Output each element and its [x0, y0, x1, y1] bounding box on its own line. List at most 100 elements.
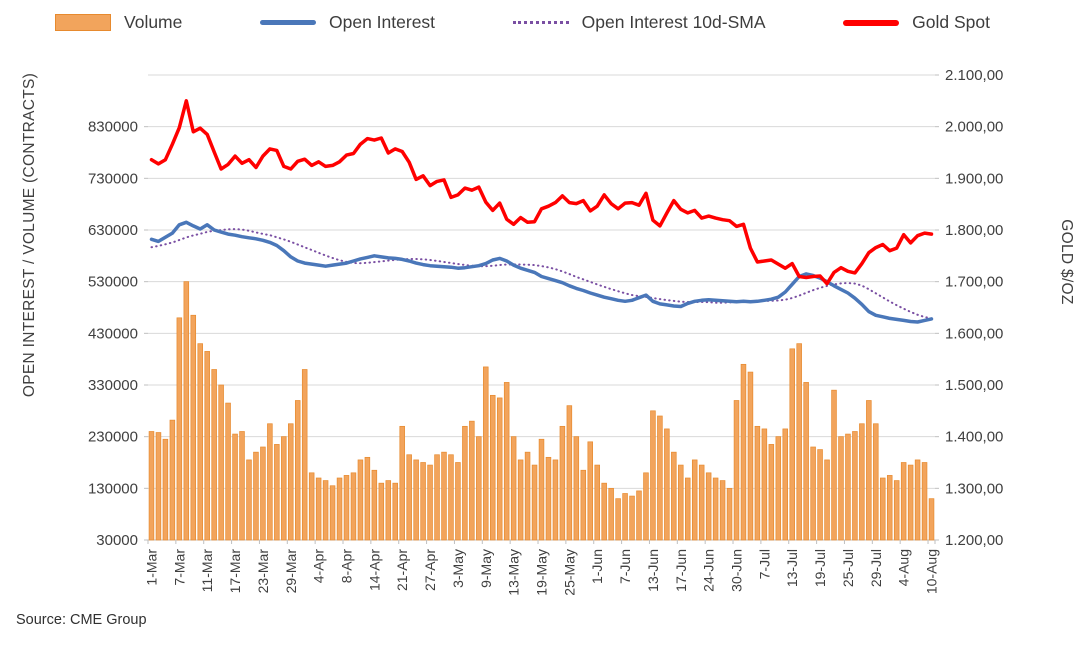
gold-spot-legend-swatch [843, 19, 900, 26]
volume-bar [852, 431, 858, 541]
volume-bar [886, 475, 893, 541]
volume-bar [921, 462, 928, 541]
volume-bar [880, 477, 886, 541]
right-axis-tick-label: 1.200,00 [945, 532, 1003, 549]
volume-bar [420, 462, 426, 541]
left-axis-tick-label: 130000 [88, 480, 138, 497]
volume-bar [496, 397, 503, 541]
volume-bar [719, 480, 726, 541]
volume-bar [782, 428, 789, 541]
x-axis-tick-label: 13-May [506, 549, 522, 596]
volume-bar [768, 444, 775, 541]
legend-item-gold-spot: Gold Spot [843, 12, 990, 33]
volume-bar [866, 400, 872, 541]
volume-bar [629, 495, 635, 541]
volume-bar [490, 394, 496, 541]
volume-bar [399, 425, 405, 541]
volume-bar [204, 351, 210, 541]
volume-bar [392, 482, 398, 541]
volume-bar [211, 369, 217, 541]
right-axis-tick-label: 2.000,00 [945, 119, 1003, 136]
x-axis-tick-label: 29-Mar [283, 549, 299, 594]
volume-bar [441, 451, 447, 541]
volume-bar [260, 446, 266, 541]
x-axis-tick-label: 30-Jun [729, 549, 745, 592]
x-axis-tick-label: 10-Aug [924, 549, 940, 594]
volume-legend-swatch [55, 14, 111, 31]
volume-bar [329, 485, 336, 541]
legend-label-volume: Volume [124, 12, 183, 32]
x-axis-tick-label: 19-May [534, 549, 550, 596]
volume-bar [928, 498, 935, 541]
volume-bar [371, 469, 378, 541]
chart-legend: Volume Open Interest Open Interest 10d-S… [55, 12, 990, 33]
volume-bar [232, 433, 238, 541]
x-axis-tick-label: 8-Apr [338, 549, 354, 584]
x-axis-tick-label: 13-Jul [784, 549, 800, 587]
volume-bar [462, 425, 468, 541]
volume-bar [364, 456, 371, 541]
volume-bar [162, 438, 169, 541]
volume-bar [301, 369, 308, 541]
right-axis-tick-label: 1.800,00 [945, 222, 1003, 239]
volume-bar [183, 281, 190, 541]
volume-bar [789, 348, 795, 541]
volume-bar [476, 436, 482, 541]
volume-bar [831, 389, 837, 541]
right-axis-tick-label: 1.600,00 [945, 325, 1003, 342]
volume-bar [900, 462, 907, 541]
volume-bar [691, 459, 698, 541]
volume-bar [253, 451, 259, 541]
right-axis-tick-label: 1.700,00 [945, 274, 1003, 291]
x-axis-tick-label: 4-Aug [896, 549, 912, 586]
x-axis-tick-label: 14-Apr [366, 549, 382, 591]
volume-bar [427, 464, 433, 541]
x-axis-tick-label: 29-Jul [868, 549, 884, 587]
volume-bar [705, 472, 712, 541]
volume-bar [288, 423, 294, 541]
volume-bar [315, 477, 322, 541]
legend-item-open-interest: Open Interest [260, 12, 435, 33]
legend-label-open-interest: Open Interest [329, 12, 436, 32]
volume-bar [148, 431, 155, 541]
volume-bar [580, 469, 587, 541]
left-axis-tick-label: 230000 [88, 429, 138, 446]
volume-bar [636, 490, 642, 541]
x-axis-tick-label: 7-Jun [617, 549, 633, 584]
volume-bar [559, 425, 566, 541]
volume-bar [601, 482, 607, 541]
left-axis-tick-label: 30000 [96, 532, 138, 549]
volume-bar [336, 477, 343, 541]
volume-bar [225, 402, 231, 541]
x-axis-tick-label: 1-Mar [143, 549, 159, 586]
volume-bar [246, 459, 252, 541]
volume-bar [796, 343, 802, 541]
legend-label-oi-sma: Open Interest 10d-SMA [581, 12, 766, 32]
volume-bar [803, 382, 809, 541]
volume-bar [907, 464, 914, 541]
volume-bar [155, 432, 162, 541]
volume-bar [308, 472, 315, 541]
x-axis-tick-label: 25-May [561, 549, 577, 596]
volume-bar [740, 363, 747, 541]
volume-bar [873, 423, 879, 541]
left-axis-tick-label: 530000 [88, 274, 138, 291]
volume-bar [859, 423, 865, 541]
volume-bar [413, 459, 419, 541]
x-axis-tick-label: 11-Mar [199, 549, 215, 593]
x-axis-tick-label: 17-Jun [673, 549, 689, 592]
volume-bar [448, 454, 454, 541]
volume-bar [587, 441, 593, 541]
x-axis-tick-label: 7-Jul [756, 549, 772, 579]
legend-item-volume: Volume [55, 12, 182, 33]
volume-bar [845, 433, 851, 541]
volume-bar [469, 420, 475, 541]
left-axis-tick-label: 830000 [88, 119, 138, 136]
volume-bar [503, 382, 510, 541]
volume-bar [538, 438, 545, 541]
volume-bar [406, 454, 412, 541]
x-axis-tick-label: 24-Jun [701, 549, 717, 592]
volume-bar [517, 459, 524, 541]
volume-bar [350, 472, 357, 541]
volume-bar [733, 400, 740, 541]
